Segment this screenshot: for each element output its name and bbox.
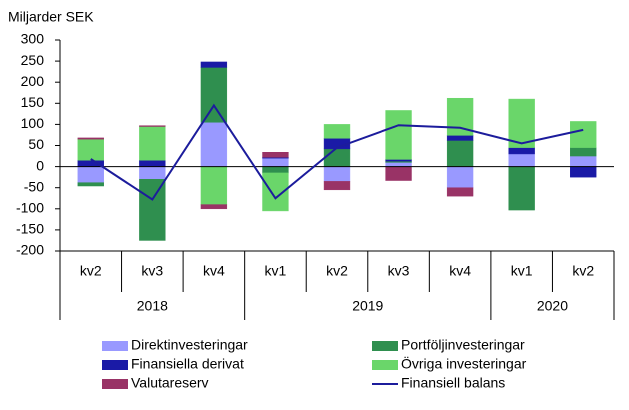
bar-segment bbox=[446, 166, 474, 188]
y-tick-label: 100 bbox=[21, 115, 45, 131]
bar-segment bbox=[446, 187, 474, 197]
y-tick-label: -100 bbox=[16, 200, 44, 216]
bar-segment bbox=[508, 153, 535, 167]
bar-segment bbox=[139, 160, 166, 167]
year-label: 2019 bbox=[352, 298, 383, 314]
bar-segment bbox=[385, 110, 412, 160]
bar-segment bbox=[323, 181, 351, 191]
bar-segment bbox=[77, 166, 104, 183]
legend-swatch bbox=[372, 341, 398, 351]
bar-segment bbox=[262, 152, 289, 158]
x-tick-label: kv4 bbox=[449, 263, 471, 279]
x-tick-label: kv2 bbox=[326, 263, 348, 279]
bar-segment bbox=[446, 135, 474, 141]
y-tick-label: -50 bbox=[24, 178, 44, 194]
legend-label: Finansiella derivat bbox=[131, 356, 244, 372]
legend-label: Direktinvesteringar bbox=[131, 337, 248, 353]
bar-segment bbox=[200, 122, 228, 167]
line-series bbox=[90, 103, 584, 201]
bar-segment bbox=[508, 166, 535, 211]
bar-segment bbox=[508, 98, 535, 148]
legend-label: Övriga investeringar bbox=[401, 355, 527, 372]
bar-segment bbox=[570, 155, 597, 167]
bar-segment bbox=[262, 157, 289, 167]
bar-segment bbox=[508, 147, 535, 155]
x-tick-label: kv1 bbox=[265, 263, 287, 279]
bar-segment bbox=[385, 162, 412, 167]
bar-segment bbox=[446, 140, 474, 167]
bar-segment bbox=[570, 121, 597, 148]
y-tick-label: 300 bbox=[21, 31, 45, 47]
x-tick-label: kv2 bbox=[572, 263, 594, 279]
legend-swatch bbox=[102, 360, 128, 370]
legend-swatch bbox=[372, 360, 398, 370]
bar-segment bbox=[385, 159, 412, 162]
bar-segment bbox=[200, 67, 228, 123]
y-tick-label: 200 bbox=[21, 73, 45, 89]
bar-segment bbox=[262, 166, 289, 174]
bar-segment bbox=[323, 148, 351, 167]
x-tick-label: kv2 bbox=[80, 263, 102, 279]
y-tick-label: -150 bbox=[16, 221, 44, 237]
bar-segment bbox=[323, 124, 351, 139]
legend-swatch bbox=[102, 341, 128, 351]
legend-label: Valutareserv bbox=[131, 375, 209, 391]
y-tick-label: -200 bbox=[16, 242, 44, 258]
bar-segment bbox=[77, 182, 104, 187]
bar-segment bbox=[570, 147, 597, 157]
legend-label: Portföljinvesteringar bbox=[401, 337, 525, 353]
bar-segment bbox=[323, 166, 351, 182]
y-tick-label: 50 bbox=[28, 136, 44, 152]
bar-segment bbox=[139, 166, 166, 180]
bar-segment bbox=[200, 204, 228, 210]
y-tick-label: 0 bbox=[36, 157, 44, 173]
year-label: 2018 bbox=[137, 298, 168, 314]
y-tick-label: 250 bbox=[21, 52, 45, 68]
year-label: 2020 bbox=[537, 298, 568, 314]
bar-segment bbox=[385, 166, 412, 181]
bar-segment bbox=[200, 166, 228, 205]
x-tick-label: kv4 bbox=[203, 263, 225, 279]
bar-segment bbox=[77, 138, 104, 161]
y-axis-label: Miljarder SEK bbox=[8, 9, 94, 25]
x-tick-label: kv3 bbox=[141, 263, 163, 279]
bar-segment bbox=[77, 137, 104, 140]
y-tick-label: 150 bbox=[21, 94, 45, 110]
bar-segment bbox=[139, 125, 166, 127]
x-tick-label: kv1 bbox=[511, 263, 533, 279]
bar-segment bbox=[139, 179, 166, 241]
bar-segment bbox=[570, 166, 597, 178]
legend-swatch bbox=[102, 379, 128, 389]
bar-segment bbox=[139, 126, 166, 161]
legend-label: Finansiell balans bbox=[401, 375, 505, 391]
bar-segment bbox=[200, 61, 228, 68]
x-tick-label: kv3 bbox=[388, 263, 410, 279]
